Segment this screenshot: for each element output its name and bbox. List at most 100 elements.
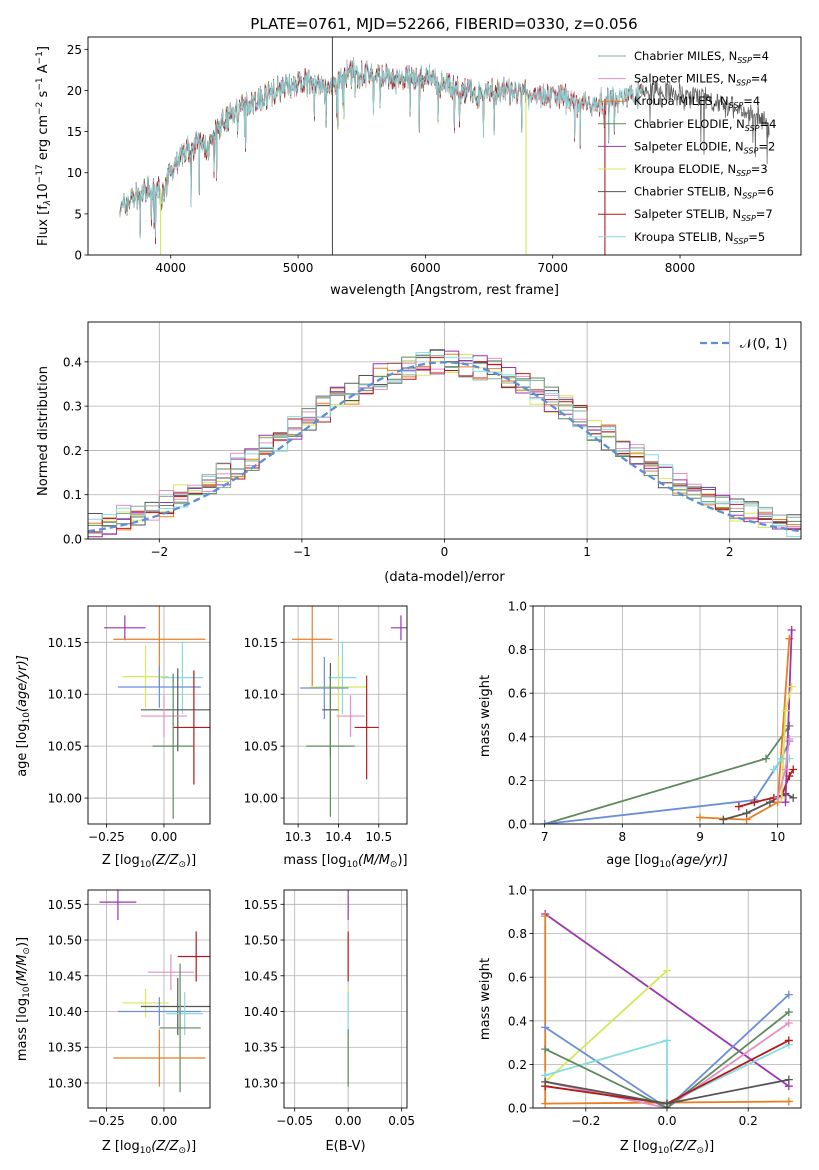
weight-line [544, 740, 791, 824]
y-tick-label: 0 [74, 249, 82, 263]
spectrum-line [119, 57, 643, 238]
weight-marker [541, 1099, 550, 1108]
label-part: SSP [736, 79, 751, 88]
x-axis-label: wavelength [Angstrom, rest frame] [330, 283, 559, 298]
weight-marker [781, 798, 790, 807]
error-point [140, 695, 187, 737]
error-point [173, 670, 210, 785]
label-part: Kroupa ELODIE, N [634, 162, 736, 176]
x-tick-label: 0.0 [657, 1114, 676, 1128]
weight-marker [663, 1036, 671, 1045]
error-point [147, 954, 194, 991]
y-tick-label: 10.45 [244, 969, 278, 983]
label-part: ⊙ [390, 860, 398, 870]
y-tick-label: 0.3 [63, 400, 82, 414]
x-tick-label: −0.25 [88, 830, 125, 844]
label-part: 10 [36, 183, 51, 200]
weight-marker [719, 815, 728, 824]
weight-line [544, 1039, 790, 1106]
weight-marker [540, 820, 549, 824]
label-part: −1 [35, 51, 45, 64]
x-tick-label: 0.00 [335, 1114, 362, 1128]
label-part: ⊙ [696, 1146, 704, 1156]
label-part: Kroupa MILES, N [634, 94, 729, 108]
error-point [336, 695, 365, 737]
weight-marker [742, 809, 751, 818]
panel-mass-vs-Z: −0.25 0.00 10.30 10.35 10.40 10.45 10.50 10.55 Z… [15, 889, 211, 1156]
x-tick-label: 1 [583, 545, 591, 559]
x-tick-label: −1 [293, 545, 311, 559]
label-part: SSP [742, 192, 757, 201]
label-part: (Z/Z [151, 853, 179, 868]
label-part: )] [397, 853, 407, 868]
panel-mass-vs-ebv: −0.05 0.00 0.05 10.30 10.35 10.40 10.45 10.50 10… [244, 889, 415, 1154]
y-tick-label: 10.55 [48, 898, 82, 912]
legend-entry: Kroupa STELIB, NSSP=5 [634, 230, 765, 246]
y-tick-label: 10.05 [48, 740, 82, 754]
x-tick-label: 2 [726, 545, 734, 559]
normal-curve [88, 361, 801, 533]
x-tick-label: 10.3 [285, 830, 312, 844]
label-part: SSP [729, 101, 744, 110]
label-part: SSP [737, 56, 752, 65]
error-point [177, 931, 210, 982]
error-point [300, 656, 349, 720]
label-part: mass [log [15, 998, 30, 1061]
legend-entry: Chabrier STELIB, NSSP=6 [634, 185, 774, 201]
y-tick-label: 10.40 [244, 1005, 278, 1019]
x-tick-label: 4000 [155, 261, 186, 275]
weight-marker [789, 793, 798, 802]
weight-marker [787, 682, 796, 691]
label-part: (Z/Z [151, 1139, 179, 1154]
y-tick-label: 0.0 [508, 1102, 527, 1116]
error-point [161, 641, 204, 714]
label-part: Chabrier MILES, N [634, 49, 737, 63]
label-part: =3 [751, 162, 768, 176]
label-part: 10 [347, 860, 359, 870]
y-tick-label: 0.4 [508, 1014, 527, 1028]
label-part: )] [186, 853, 196, 868]
y-tick-label: 0.0 [508, 818, 527, 832]
legend-entry: Salpeter ELODIE, NSSP=2 [634, 139, 775, 155]
y-tick-label: 10 [67, 166, 82, 180]
x-tick-label: 8 [619, 830, 627, 844]
axes-frame [532, 889, 802, 1109]
panel-spectrum: 4000 5000 6000 7000 8000 0 5 10 15 20 25 wavelength… [35, 36, 802, 298]
x-tick-label: 8000 [665, 261, 696, 275]
x-tick-label: 6000 [410, 261, 441, 275]
weight-marker [541, 912, 550, 921]
x-tick-label: 7000 [537, 261, 568, 275]
weight-marker [781, 706, 790, 715]
x-tick-label: 0.2 [739, 1114, 758, 1128]
weight-line [544, 993, 790, 1108]
y-axis-label: mass weight [478, 675, 493, 757]
error-point [292, 606, 333, 686]
label-part: Chabrier STELIB, N [634, 185, 742, 199]
weight-marker [541, 1077, 550, 1086]
label-part: )] [186, 1139, 196, 1154]
label-part: (Z/Z [669, 1139, 697, 1154]
plot-area [104, 606, 210, 819]
weight-marker [785, 721, 794, 730]
y-axis-label: mass weight [478, 958, 493, 1040]
label-part: =4 [752, 49, 769, 63]
error-point [122, 645, 169, 708]
label-part: Chabrier ELODIE, N [634, 117, 745, 131]
label-part: −17 [35, 164, 45, 183]
label-part: A [36, 64, 51, 77]
y-tick-label: 1.0 [508, 884, 527, 898]
weight-marker [769, 765, 778, 774]
label-part: =5 [748, 230, 765, 244]
label-part: ⊙ [22, 947, 32, 955]
y-axis-label: age [log10(age/yr)] [15, 655, 32, 777]
y-tick-label: 0.8 [508, 927, 527, 941]
y-tick-label: 10.50 [48, 934, 82, 948]
weight-marker [787, 625, 796, 634]
y-axis-label: Flux [fλ10−17 erg cm−2 s−1 A−1] [35, 46, 53, 246]
weight-marker [785, 734, 794, 743]
label-part: 10 [140, 860, 152, 870]
label-part: Salpeter STELIB, N [634, 207, 741, 221]
